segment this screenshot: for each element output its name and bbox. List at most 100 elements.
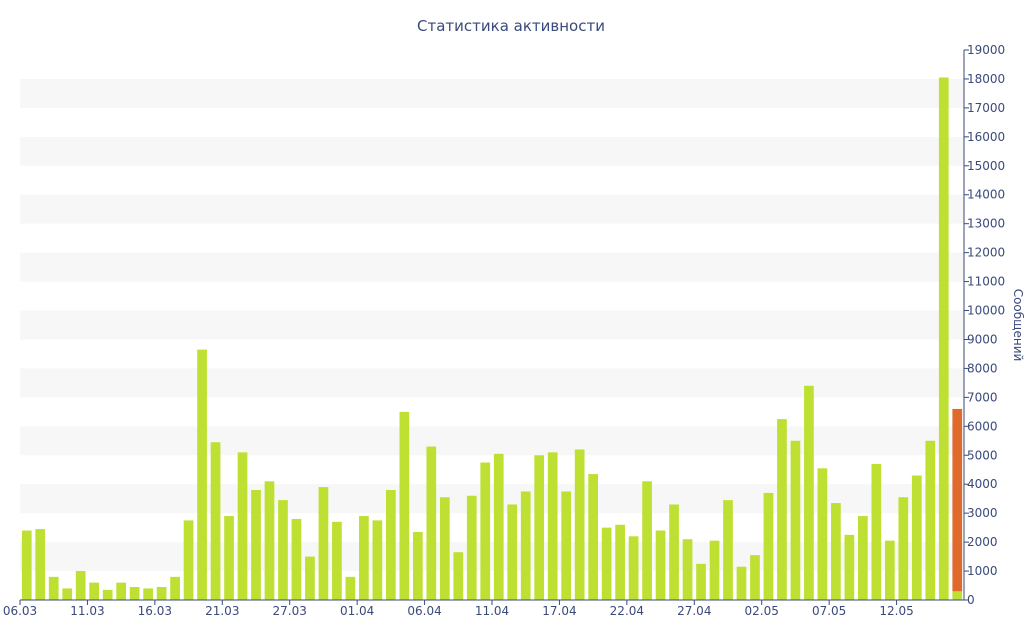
y-tick-label: 17000: [967, 101, 1005, 115]
y-tick-label: 4000: [967, 477, 998, 491]
x-tick-label: 02.05: [745, 604, 779, 618]
bar: [898, 497, 909, 600]
bar: [156, 586, 167, 600]
bar: [871, 463, 882, 600]
bar: [858, 516, 868, 600]
bar: [62, 588, 73, 600]
bar: [777, 419, 787, 600]
bar: [561, 491, 572, 600]
x-tick-label: 17.04: [542, 604, 576, 618]
bar: [48, 576, 59, 600]
bar: [453, 552, 464, 600]
bar: [952, 591, 963, 600]
y-tick-label: 5000: [967, 448, 998, 462]
bar: [844, 534, 855, 600]
bar: [628, 536, 639, 600]
bar: [696, 563, 706, 600]
bar: [129, 586, 140, 600]
x-axis-ticks: 06.03 11.03 16.03 21.03 27.03 01.04 06.04 11.04…: [3, 600, 914, 618]
bar: [682, 539, 693, 600]
bar: [466, 495, 477, 600]
bar: [264, 481, 275, 600]
bar: [183, 520, 194, 600]
bar: [763, 492, 774, 600]
bar: [35, 529, 46, 600]
y-tick-label: 8000: [967, 361, 998, 375]
y-tick-label: 0: [967, 593, 975, 607]
bar: [21, 530, 32, 600]
bar: [75, 571, 86, 600]
bar: [642, 481, 652, 600]
y-tick-label: 2000: [967, 535, 998, 549]
x-tick-label: 06.04: [407, 604, 441, 618]
bar: [345, 576, 356, 600]
bar: [804, 385, 814, 600]
bar: [669, 504, 679, 600]
bar: [480, 462, 491, 600]
y-tick-label: 7000: [967, 390, 998, 404]
bar: [615, 524, 625, 600]
bar: [116, 582, 126, 600]
y-tick-label: 6000: [967, 419, 998, 433]
bar: [332, 521, 342, 600]
y-tick-label: 11000: [967, 275, 1005, 289]
bar: [210, 442, 221, 600]
grid-band: [20, 310, 964, 340]
bar: [237, 452, 248, 600]
bar: [938, 77, 949, 600]
bar: [197, 349, 207, 600]
bar: [251, 490, 261, 600]
y-tick-label: 19000: [967, 43, 1005, 57]
x-tick-label: 07.05: [812, 604, 846, 618]
bar: [750, 555, 760, 600]
y-tick-label: 16000: [967, 130, 1005, 144]
y-tick-label: 15000: [967, 159, 1005, 173]
bar: [588, 474, 598, 600]
bar: [911, 475, 922, 600]
bar: [520, 491, 531, 600]
bar: [170, 576, 180, 600]
y-axis-label: Сообщений: [1011, 289, 1024, 362]
bar: [426, 446, 437, 600]
bar: [439, 497, 450, 600]
bars: [21, 77, 963, 600]
bar: [372, 520, 383, 600]
x-tick-label: 12.05: [879, 604, 913, 618]
bar: [493, 453, 504, 600]
y-tick-label: 3000: [967, 506, 998, 520]
bar: [655, 530, 666, 600]
bar: [507, 504, 518, 600]
bar: [736, 566, 747, 600]
bar: [102, 589, 113, 600]
x-tick-label: 27.03: [273, 604, 307, 618]
grid-band: [20, 426, 964, 456]
y-tick-label: 10000: [967, 304, 1005, 318]
grid-band: [20, 194, 964, 224]
grid-band: [20, 78, 964, 108]
bar: [547, 452, 558, 600]
bar: [412, 531, 423, 600]
x-tick-label: 06.03: [3, 604, 37, 618]
bar: [386, 490, 396, 600]
bar: [790, 440, 801, 600]
chart-title: Статистика активности: [417, 17, 605, 35]
bar: [399, 411, 410, 600]
x-tick-label: 11.04: [475, 604, 509, 618]
x-tick-label: 01.04: [340, 604, 374, 618]
bar: [534, 455, 545, 600]
y-tick-label: 14000: [967, 188, 1005, 202]
bar: [574, 449, 585, 600]
bar: [318, 487, 329, 600]
grid-band: [20, 136, 964, 166]
bar: [925, 440, 936, 600]
y-tick-label: 13000: [967, 217, 1005, 231]
bar: [143, 588, 153, 600]
x-tick-label: 22.04: [610, 604, 644, 618]
y-tick-label: 1000: [967, 564, 998, 578]
bar: [305, 556, 315, 600]
bar: [709, 540, 720, 600]
bar: [723, 500, 733, 600]
y-tick-label: 9000: [967, 332, 998, 346]
bar: [831, 503, 841, 600]
